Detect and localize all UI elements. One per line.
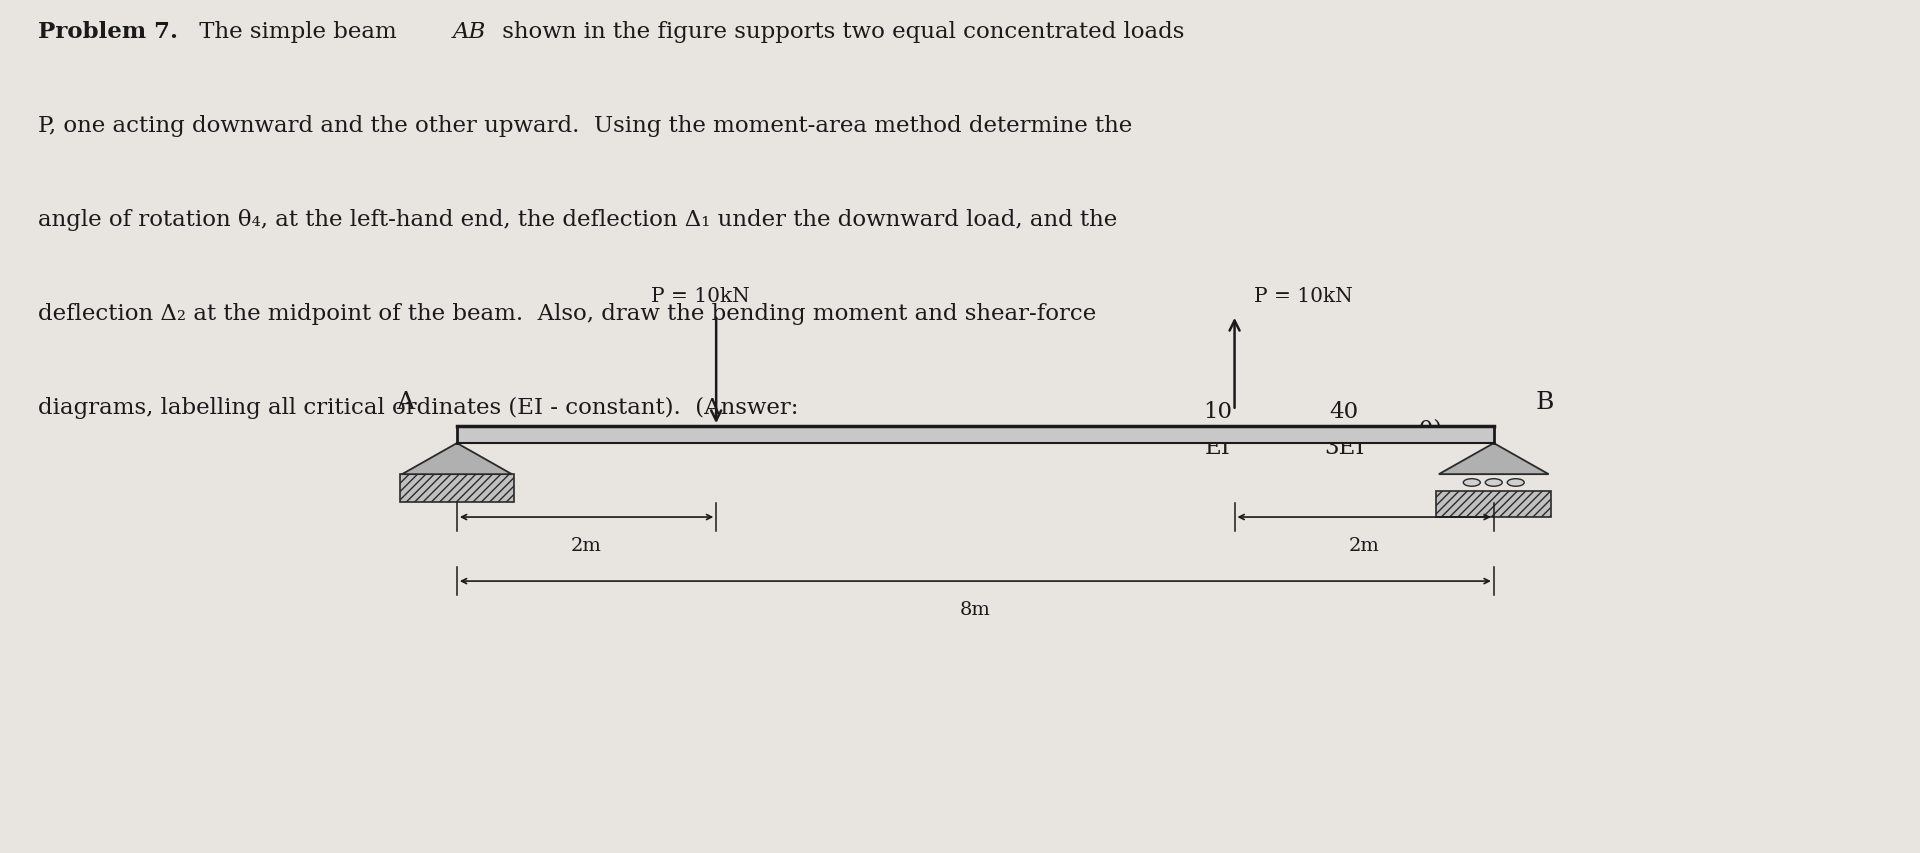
Circle shape xyxy=(1507,479,1524,487)
Text: ;: ; xyxy=(1271,418,1279,440)
Text: AB: AB xyxy=(453,21,486,44)
Text: EI: EI xyxy=(1204,437,1231,459)
Polygon shape xyxy=(401,444,513,474)
Text: 8m: 8m xyxy=(960,601,991,618)
Text: angle of rotation θ₄, at the left-hand end, the deflection Δ₁ under the downward: angle of rotation θ₄, at the left-hand e… xyxy=(38,209,1117,231)
Text: diagrams, labelling all critical ordinates (EI - constant).  (Answer:: diagrams, labelling all critical ordinat… xyxy=(38,397,799,419)
Circle shape xyxy=(1463,479,1480,487)
Text: 40: 40 xyxy=(1329,400,1359,422)
Text: A: A xyxy=(397,391,415,414)
Text: 2m: 2m xyxy=(1348,537,1380,554)
Text: 10: 10 xyxy=(1202,400,1233,422)
Bar xyxy=(1436,491,1551,517)
Text: P, one acting downward and the other upward.  Using the moment-area method deter: P, one acting downward and the other upw… xyxy=(38,115,1133,137)
Bar xyxy=(457,426,1494,444)
Text: B: B xyxy=(1536,391,1555,414)
Text: 3EI: 3EI xyxy=(1323,437,1365,459)
Text: ;0): ;0) xyxy=(1411,418,1442,440)
Text: Problem 7.: Problem 7. xyxy=(38,21,179,44)
Bar xyxy=(399,474,515,502)
Polygon shape xyxy=(1438,444,1549,474)
Text: P = 10kN: P = 10kN xyxy=(651,287,751,305)
Text: 2m: 2m xyxy=(570,537,603,554)
Text: deflection Δ₂ at the midpoint of the beam.  Also, draw the bending moment and sh: deflection Δ₂ at the midpoint of the bea… xyxy=(38,303,1096,325)
Text: shown in the figure supports two equal concentrated loads: shown in the figure supports two equal c… xyxy=(495,21,1185,44)
Text: P = 10kN: P = 10kN xyxy=(1254,287,1352,305)
Circle shape xyxy=(1486,479,1501,487)
Text: The simple beam: The simple beam xyxy=(192,21,403,44)
